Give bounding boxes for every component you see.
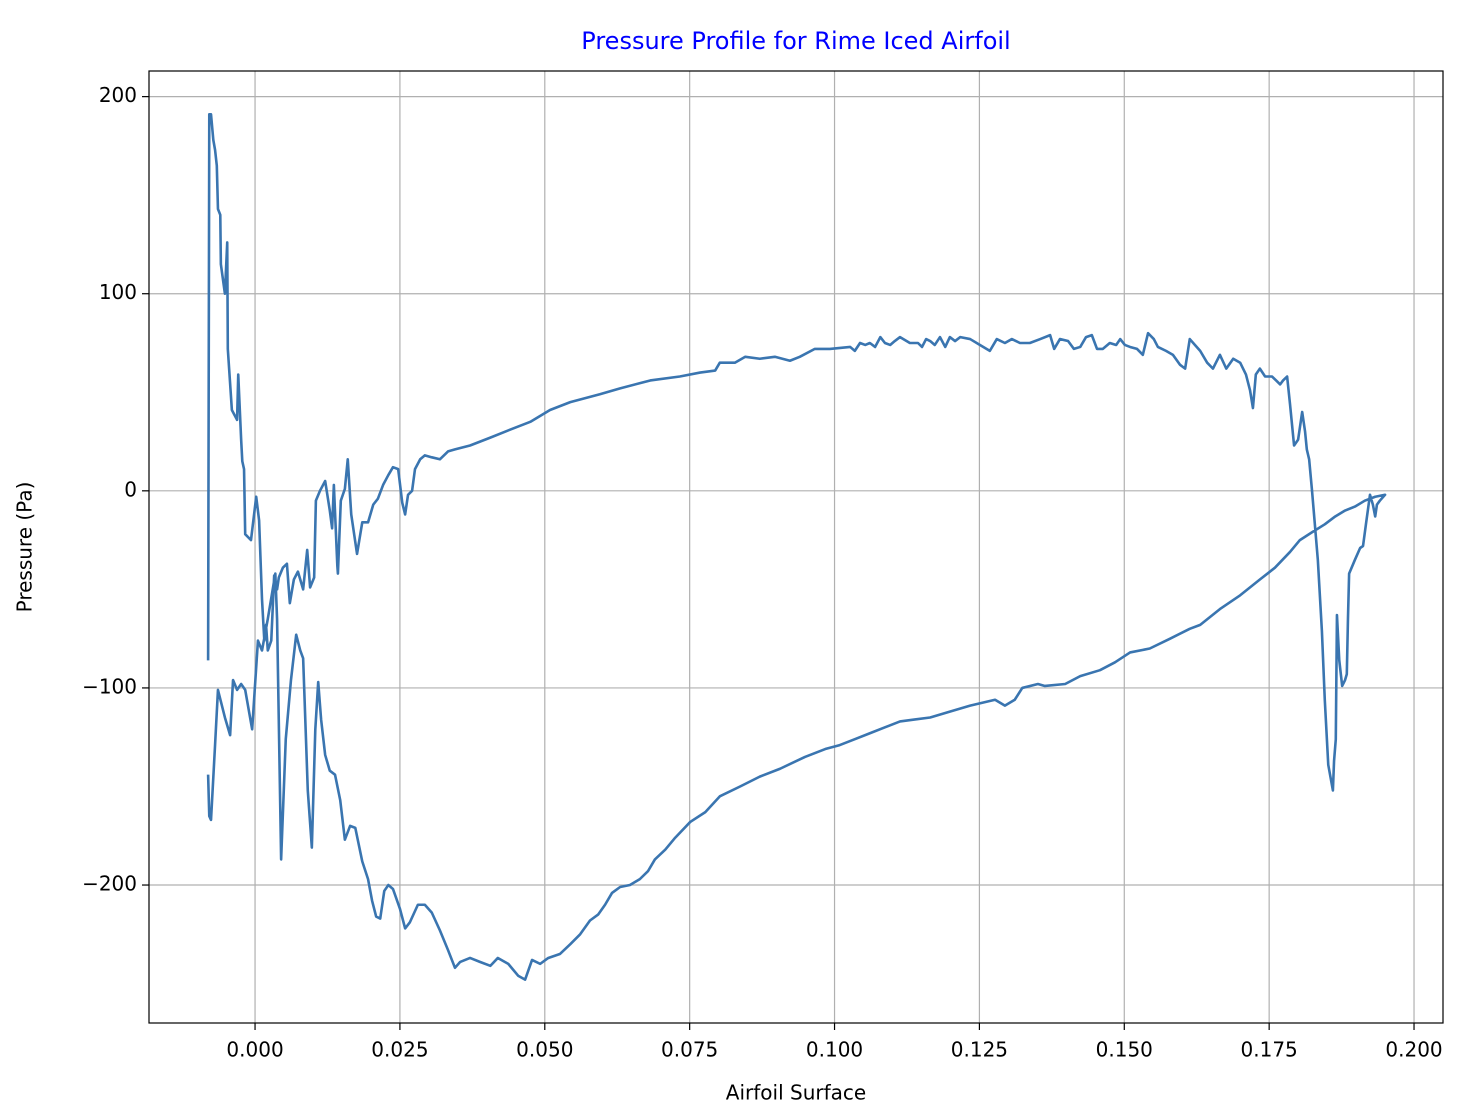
x-tick-label: 0.125 (951, 1038, 1008, 1062)
chart-title: Pressure Profile for Rime Iced Airfoil (581, 27, 1010, 55)
x-tick-label: 0.050 (516, 1038, 573, 1062)
plot-frame (148, 70, 1444, 1024)
y-tick-label: 200 (99, 83, 137, 107)
x-tick-label: 0.200 (1385, 1038, 1442, 1062)
x-tick-label: 0.175 (1241, 1038, 1298, 1062)
y-tick-label: 0 (124, 477, 137, 501)
x-axis-label: Airfoil Surface (726, 1081, 866, 1105)
x-tick-label: 0.025 (371, 1038, 428, 1062)
y-tick-label: −100 (82, 674, 137, 698)
y-axis-label: Pressure (Pa) (13, 482, 37, 613)
x-tick-label: 0.150 (1096, 1038, 1153, 1062)
x-tick-label: 0.000 (226, 1038, 283, 1062)
x-tick-label: 0.100 (806, 1038, 863, 1062)
pressure-line (206, 113, 1387, 981)
y-tick-label: 100 (99, 280, 137, 304)
x-tick-label: 0.075 (661, 1038, 718, 1062)
y-tick-label: −200 (82, 872, 137, 896)
